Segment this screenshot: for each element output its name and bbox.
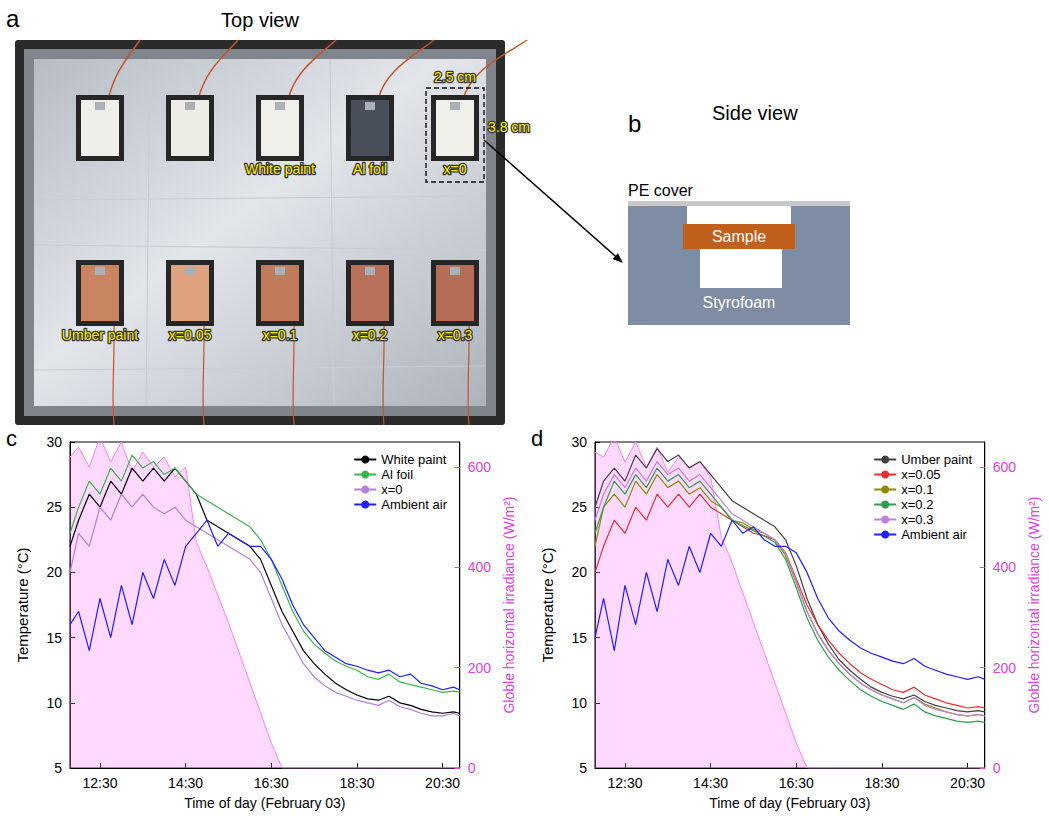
svg-text:x=0.3: x=0.3 [901, 512, 933, 527]
svg-text:400: 400 [993, 559, 1017, 575]
svg-text:Time of day (February 03): Time of day (February 03) [709, 795, 870, 811]
svg-text:18:30: 18:30 [339, 775, 374, 791]
svg-text:600: 600 [468, 459, 492, 475]
svg-text:Top view: Top view [221, 9, 299, 31]
svg-text:200: 200 [468, 660, 492, 676]
svg-text:200: 200 [993, 660, 1017, 676]
svg-text:16:30: 16:30 [254, 775, 289, 791]
svg-text:0: 0 [468, 760, 476, 776]
html-text:d: d [531, 426, 544, 451]
svg-text:0: 0 [993, 760, 1001, 776]
svg-text:Umber paint: Umber paint [62, 327, 138, 343]
svg-text:Time of day (February 03): Time of day (February 03) [184, 795, 345, 811]
svg-text:b: b [628, 110, 641, 137]
svg-text:a: a [6, 5, 20, 32]
svg-text:10: 10 [571, 695, 587, 711]
svg-text:20: 20 [46, 564, 62, 580]
svg-text:30: 30 [46, 434, 62, 450]
svg-text:x=0.2: x=0.2 [353, 327, 388, 343]
svg-text:x=0.1: x=0.1 [263, 327, 298, 343]
svg-text:x=0.05: x=0.05 [901, 467, 940, 482]
svg-text:Umber paint: Umber paint [901, 452, 972, 467]
svg-text:3.8 cm: 3.8 cm [488, 119, 530, 135]
svg-text:x=0.05: x=0.05 [169, 327, 212, 343]
svg-text:25: 25 [571, 499, 587, 515]
svg-text:Al foil: Al foil [353, 161, 387, 177]
svg-text:2.5 cm: 2.5 cm [434, 69, 476, 85]
svg-text:Sample: Sample [712, 228, 766, 245]
svg-text:25: 25 [46, 499, 62, 515]
svg-text:Al foil: Al foil [381, 467, 413, 482]
svg-text:18:30: 18:30 [864, 775, 899, 791]
svg-text:600: 600 [993, 459, 1017, 475]
svg-text:Temperature (°C): Temperature (°C) [14, 547, 31, 662]
svg-text:20:30: 20:30 [950, 775, 985, 791]
svg-text:12:30: 12:30 [607, 775, 642, 791]
svg-text:5: 5 [54, 760, 62, 776]
svg-text:10: 10 [46, 695, 62, 711]
svg-text:15: 15 [46, 630, 62, 646]
svg-text:400: 400 [468, 559, 492, 575]
svg-text:14:30: 14:30 [693, 775, 728, 791]
svg-text:Globle horizontal irradiance (: Globle horizontal irradiance (W/m²) [1026, 496, 1042, 713]
svg-text:14:30: 14:30 [168, 775, 203, 791]
svg-text:Ambient air: Ambient air [901, 527, 967, 542]
svg-text:12:30: 12:30 [82, 775, 117, 791]
svg-text:20: 20 [571, 564, 587, 580]
svg-text:30: 30 [571, 434, 587, 450]
svg-text:White paint: White paint [245, 161, 315, 177]
svg-text:x=0: x=0 [381, 482, 402, 497]
svg-text:5: 5 [579, 760, 587, 776]
svg-text:White paint: White paint [381, 452, 446, 467]
svg-text:15: 15 [571, 630, 587, 646]
svg-text:x=0.1: x=0.1 [901, 482, 933, 497]
html-text:c: c [6, 426, 17, 451]
svg-text:x=0.3: x=0.3 [438, 327, 473, 343]
svg-text:x=0: x=0 [444, 161, 467, 177]
svg-text:x=0.2: x=0.2 [901, 497, 933, 512]
svg-text:PE cover: PE cover [628, 182, 694, 199]
svg-text:16:30: 16:30 [779, 775, 814, 791]
svg-text:Ambient air: Ambient air [381, 497, 447, 512]
svg-text:Globle horizontal irradiance (: Globle horizontal irradiance (W/m²) [501, 496, 517, 713]
svg-text:Styrofoam: Styrofoam [703, 294, 776, 311]
svg-text:Side view: Side view [712, 102, 798, 124]
svg-text:Temperature (°C): Temperature (°C) [539, 547, 556, 662]
svg-text:20:30: 20:30 [425, 775, 460, 791]
